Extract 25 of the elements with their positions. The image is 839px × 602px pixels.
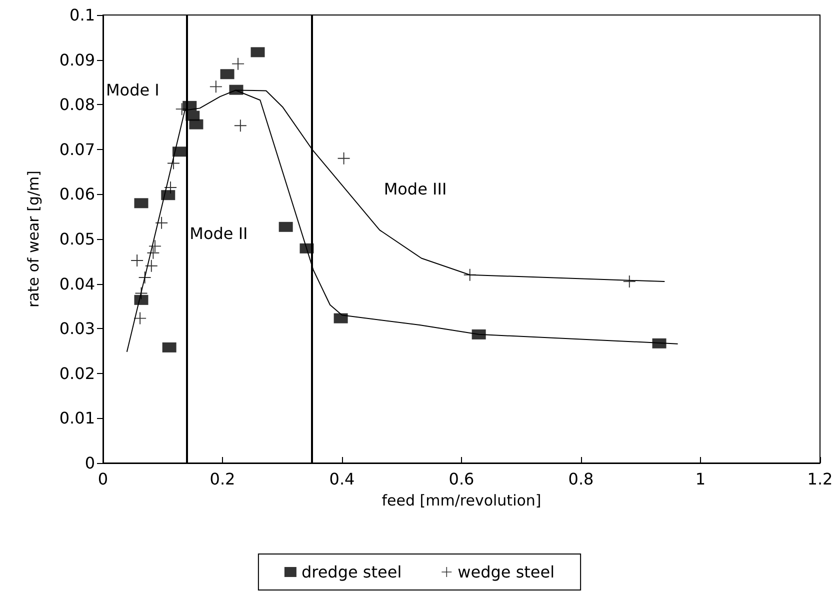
y-tick-label: 0.07 [59, 140, 95, 159]
annotation: Mode I [106, 80, 160, 100]
annotation: Mode III [384, 179, 447, 198]
y-tick-label: 0.05 [59, 230, 95, 248]
legend-label: wedge steel [458, 562, 555, 582]
x-tick-label: 0.4 [329, 470, 355, 488]
x-tick-label: 1.2 [807, 470, 833, 488]
x-tick-label: 0.6 [448, 470, 474, 488]
x-tick-label: 0.2 [210, 470, 236, 488]
x-axis-title: feed [mm/revolution] [382, 492, 542, 510]
y-tick-label: 0.09 [59, 50, 95, 70]
y-tick-label: 0 [84, 454, 95, 472]
y-tick-label: 0.1 [70, 6, 95, 24]
x-tick-label: 1 [695, 470, 706, 488]
legend-label: dredge steel [301, 562, 402, 582]
y-tick-label: 0.04 [59, 274, 95, 294]
x-tick-label: 0 [98, 470, 108, 488]
y-tick-label: 0.01 [59, 408, 95, 428]
y-tick-label: 0.02 [59, 364, 95, 383]
y-axis-title: rate of wear [g/m] [24, 170, 42, 308]
x-tick-label: 0.8 [568, 470, 594, 488]
y-tick-label: 0.08 [59, 95, 95, 114]
y-tick-label: 0.03 [59, 319, 95, 338]
y-tick-label: 0.06 [59, 184, 95, 204]
annotation: Mode II [190, 224, 248, 244]
